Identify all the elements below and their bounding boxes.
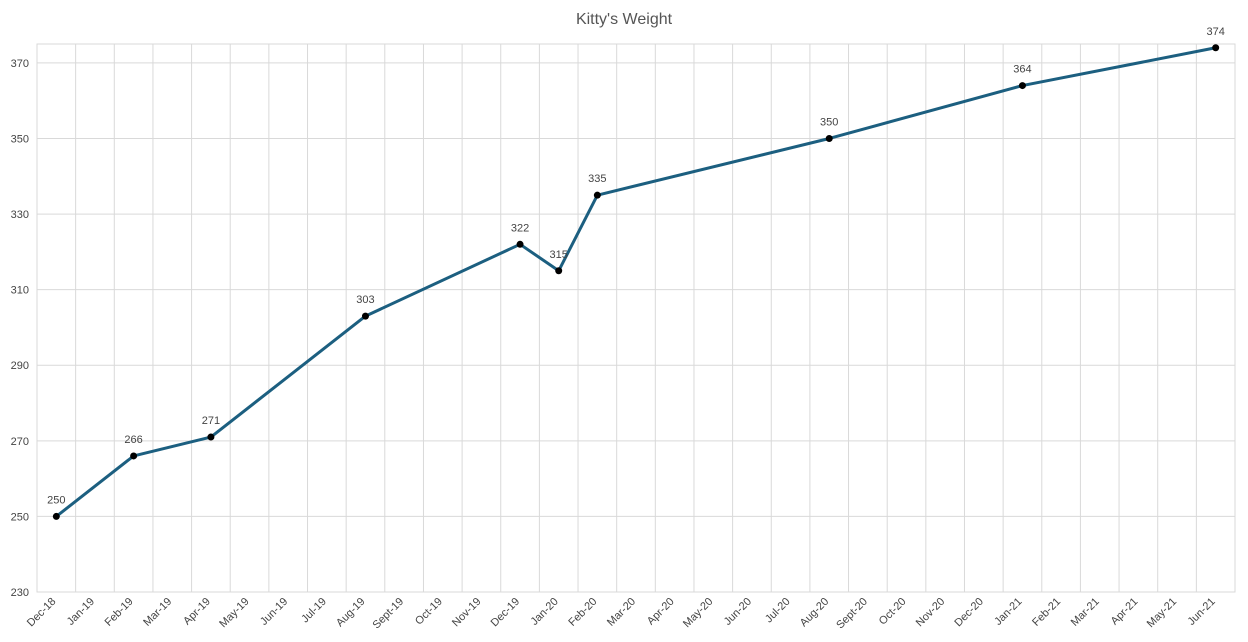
x-tick-label: Jul-20	[763, 596, 793, 626]
x-tick-label: Jul-19	[299, 596, 329, 626]
x-tick-label: Jun-21	[1186, 596, 1218, 628]
x-tick-label: Aug-19	[334, 596, 368, 630]
x-tick-label: May-21	[1145, 596, 1179, 630]
y-tick-label: 270	[11, 436, 29, 448]
point	[516, 240, 524, 248]
data-label: 374	[1206, 26, 1224, 38]
x-tick-label: Nov-20	[914, 596, 948, 630]
x-tick-label: Jun-20	[722, 596, 754, 628]
x-tick-label: Dec-19	[489, 596, 523, 630]
x-tick-label: Oct-20	[877, 596, 909, 628]
y-tick-label: 250	[11, 511, 29, 523]
x-tick-label: May-20	[681, 596, 715, 630]
point	[1212, 44, 1220, 52]
y-tick-label: 350	[11, 133, 29, 145]
data-label: 271	[202, 415, 220, 427]
x-tick-label: Nov-19	[450, 596, 484, 630]
point	[52, 512, 60, 520]
point	[130, 452, 138, 460]
point	[825, 134, 833, 142]
y-tick-label: 370	[11, 58, 29, 70]
chart-title: Kitty's Weight	[576, 11, 673, 28]
line	[55, 46, 1216, 518]
x-tick-label: Jan-20	[529, 596, 561, 628]
x-tick-label: Mar-20	[605, 596, 638, 629]
plot-border	[36, 43, 1236, 593]
x-tick-label: Apr-21	[1109, 596, 1141, 628]
x-tick-label: Apr-20	[645, 596, 677, 628]
x-tick-label: Feb-20	[566, 596, 599, 629]
x-tick-label: Apr-19	[181, 596, 213, 628]
x-tick-label: Oct-19	[413, 596, 445, 628]
x-tick-label: Sept-19	[371, 596, 407, 632]
y-tick-label: 290	[11, 360, 29, 372]
x-tick-label: Jun-19	[258, 596, 290, 628]
data-label: 364	[1013, 64, 1031, 76]
x-tick-label: Jan-21	[992, 596, 1024, 628]
y-tick-label: 330	[11, 209, 29, 221]
x-tick-label: Dec-18	[25, 596, 59, 630]
data-label: 322	[511, 222, 529, 234]
point	[1018, 82, 1026, 90]
point	[555, 267, 563, 275]
point	[593, 191, 601, 199]
data-label: 350	[820, 116, 838, 128]
data-label: 266	[124, 434, 142, 446]
x-tick-label: Aug-20	[798, 596, 832, 630]
x-tick-label: Dec-20	[952, 596, 986, 630]
x-tick-label: Jan-19	[65, 596, 97, 628]
y-tick-label: 310	[11, 285, 29, 297]
y-tick-label: 230	[11, 587, 29, 599]
x-tick-label: Sept-20	[834, 596, 870, 632]
x-tick-label: Mar-21	[1069, 596, 1102, 629]
x-tick-label: Mar-19	[141, 596, 174, 629]
data-label: 303	[356, 294, 374, 306]
x-tick-label: Feb-21	[1030, 596, 1063, 629]
data-label: 250	[47, 494, 65, 506]
x-tick-label: Feb-19	[103, 596, 136, 629]
x-tick-label: May-19	[217, 596, 251, 630]
point	[361, 312, 369, 320]
data-label: 315	[550, 249, 568, 261]
data-label: 335	[588, 173, 606, 185]
point	[207, 433, 215, 441]
